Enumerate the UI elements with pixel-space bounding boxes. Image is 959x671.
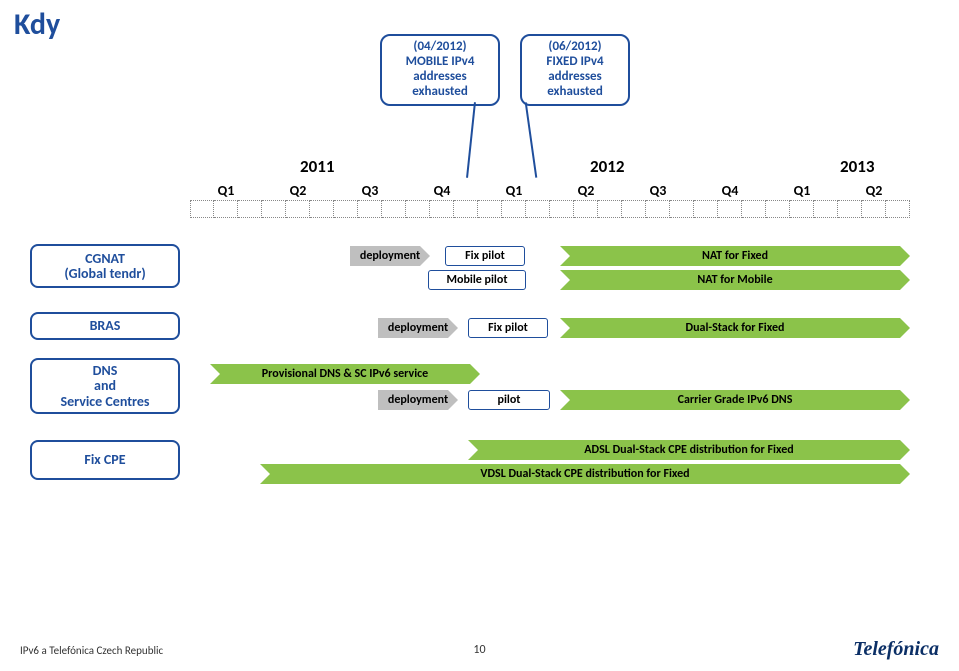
bar-cgnat-deploy: deployment bbox=[350, 246, 430, 266]
callout-fixed-tail bbox=[525, 102, 538, 178]
bar-bras-dual: Dual-Stack for Fixed bbox=[560, 318, 910, 338]
q-cell: Q3 bbox=[334, 178, 406, 202]
rowlabel-dns-l2: and bbox=[94, 378, 116, 393]
callout-mobile-l2: MOBILE IPv4 bbox=[392, 55, 488, 70]
bar-bras-deploy: deployment bbox=[378, 318, 458, 338]
rowlabel-dns-l1: DNS bbox=[93, 363, 118, 378]
bar-bras-fixpilot: Fix pilot bbox=[468, 318, 548, 338]
rowlabel-cgnat-l2: (Global tendr) bbox=[64, 266, 145, 281]
bar-cpe-adsl: ADSL Dual-Stack CPE distribution for Fix… bbox=[468, 440, 910, 460]
callout-mobile-tail bbox=[466, 102, 476, 178]
year-2013: 2013 bbox=[840, 156, 874, 177]
rowlabel-bras-text: BRAS bbox=[90, 318, 121, 333]
telefonica-logo: Telefónica bbox=[853, 638, 939, 661]
q-cell: Q1 bbox=[190, 178, 262, 202]
bar-cgnat-fixpilot: Fix pilot bbox=[445, 246, 525, 266]
bar-cgnat-nat-mobile: NAT for Mobile bbox=[560, 270, 910, 290]
callout-fixed-l3: addresses bbox=[532, 70, 618, 85]
rowlabel-cgnat-l1: CGNAT bbox=[85, 251, 125, 266]
q-cell: Q2 bbox=[550, 178, 622, 202]
bar-dns-pilot: pilot bbox=[468, 390, 550, 410]
q-cell: Q2 bbox=[262, 178, 334, 202]
q-cell: Q4 bbox=[694, 178, 766, 202]
year-2011: 2011 bbox=[300, 156, 334, 177]
callout-fixed: (06/2012) FIXED IPv4 addresses exhausted bbox=[520, 34, 630, 106]
q-cell: Q3 bbox=[622, 178, 694, 202]
callout-mobile-l3: addresses bbox=[392, 70, 488, 85]
callout-fixed-l1: (06/2012) bbox=[532, 40, 618, 55]
bar-cgnat-nat-fixed: NAT for Fixed bbox=[560, 246, 910, 266]
q-cell: Q1 bbox=[766, 178, 838, 202]
bar-cpe-vdsl: VDSL Dual-Stack CPE distribution for Fix… bbox=[260, 464, 910, 484]
quarter-row: Q1 Q2 Q3 Q4 Q1 Q2 Q3 Q4 Q1 Q2 bbox=[190, 178, 910, 202]
page-title: Kdy bbox=[14, 6, 60, 43]
bar-dns-provisional: Provisional DNS & SC IPv6 service bbox=[210, 364, 480, 384]
bar-dns-deploy: deployment bbox=[378, 390, 458, 410]
rowlabel-fixcpe-text: Fix CPE bbox=[84, 452, 125, 467]
callout-mobile: (04/2012) MOBILE IPv4 addresses exhauste… bbox=[380, 34, 500, 106]
footer-page-number: 10 bbox=[0, 643, 959, 657]
q-cell: Q1 bbox=[478, 178, 550, 202]
callout-fixed-l2: FIXED IPv4 bbox=[532, 55, 618, 70]
bar-dns-carrier: Carrier Grade IPv6 DNS bbox=[560, 390, 910, 410]
month-grid bbox=[190, 200, 910, 218]
callout-mobile-l1: (04/2012) bbox=[392, 40, 488, 55]
rowlabel-dns-l3: Service Centres bbox=[60, 394, 149, 409]
q-cell: Q4 bbox=[406, 178, 478, 202]
rowlabel-fixcpe: Fix CPE bbox=[30, 440, 180, 480]
callout-mobile-l4: exhausted bbox=[392, 85, 488, 100]
q-cell: Q2 bbox=[838, 178, 910, 202]
callout-fixed-l4: exhausted bbox=[532, 85, 618, 100]
rowlabel-bras: BRAS bbox=[30, 312, 180, 340]
bar-cgnat-mobilepilot: Mobile pilot bbox=[428, 270, 526, 290]
rowlabel-cgnat: CGNAT (Global tendr) bbox=[30, 244, 180, 288]
year-2012: 2012 bbox=[590, 156, 624, 177]
rowlabel-dns: DNS and Service Centres bbox=[30, 358, 180, 414]
